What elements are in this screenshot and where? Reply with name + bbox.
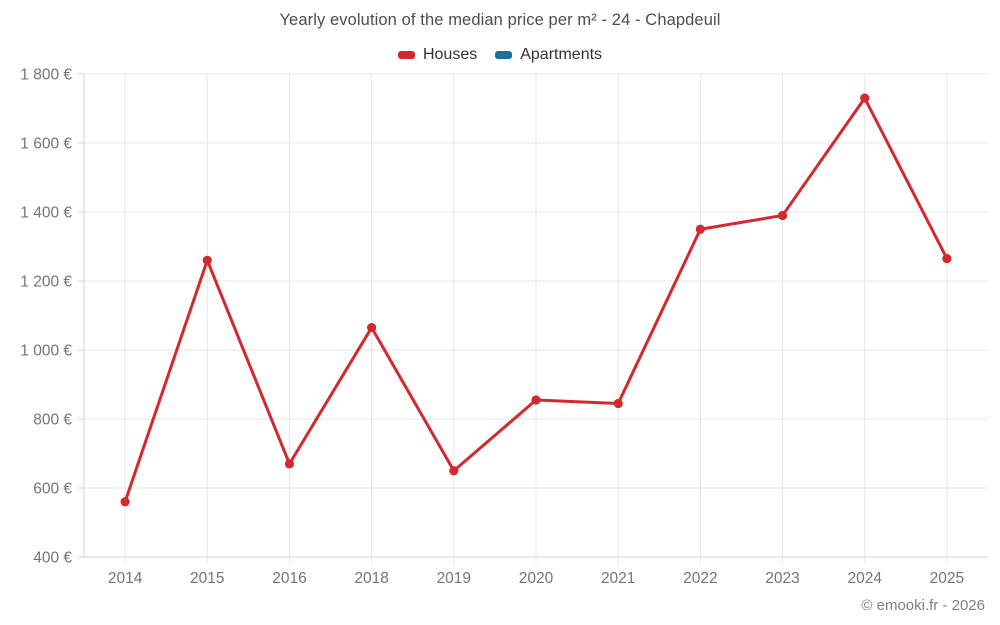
- data-point-2021[interactable]: [613, 398, 623, 409]
- x-axis-label: 2021: [601, 570, 635, 587]
- y-axis-label: 1 200 €: [20, 274, 72, 291]
- data-point-2014[interactable]: [120, 497, 130, 507]
- data-point-2020[interactable]: [531, 395, 541, 405]
- legend: Houses Apartments: [0, 46, 1000, 64]
- x-axis-label: 2014: [108, 570, 143, 587]
- copyright-text: © emooki.fr - 2026: [861, 597, 985, 614]
- x-axis-label: 2023: [765, 570, 799, 587]
- legend-label-houses: Houses: [422, 46, 478, 63]
- x-axis-label: 2020: [519, 570, 554, 587]
- x-axis-label: 2015: [190, 570, 224, 587]
- legend-label-apartments: Apartments: [520, 46, 603, 63]
- y-axis-label: 1 800 €: [20, 67, 72, 84]
- x-axis-label: 2022: [683, 570, 717, 587]
- y-axis-label: 1 000 €: [20, 343, 72, 360]
- apartments-swatch-icon: [495, 51, 513, 59]
- y-axis-label: 400 €: [33, 550, 72, 567]
- data-point-2019[interactable]: [449, 466, 459, 476]
- x-axis-label: 2019: [437, 570, 471, 587]
- x-axis-label: 2025: [930, 570, 964, 587]
- data-point-2025[interactable]: [942, 253, 952, 264]
- data-point-2023[interactable]: [777, 210, 788, 221]
- houses-swatch-icon: [397, 51, 415, 59]
- y-axis-label: 800 €: [33, 412, 72, 429]
- data-point-2022[interactable]: [695, 224, 705, 234]
- legend-item-apartments[interactable]: Apartments: [495, 46, 602, 64]
- y-axis-label: 1 600 €: [20, 136, 72, 153]
- x-axis-label: 2016: [272, 570, 306, 587]
- y-axis-label: 600 €: [33, 481, 72, 498]
- data-point-2015[interactable]: [202, 255, 212, 265]
- data-point-2016[interactable]: [284, 459, 295, 469]
- x-axis-label: 2018: [354, 570, 388, 587]
- data-point-2018[interactable]: [367, 322, 377, 333]
- y-axis-label: 1 400 €: [20, 205, 72, 222]
- data-point-2024[interactable]: [860, 93, 870, 103]
- legend-item-houses[interactable]: Houses: [397, 46, 478, 64]
- chart-title: Yearly evolution of the median price per…: [279, 11, 721, 29]
- x-axis-label: 2024: [847, 570, 882, 587]
